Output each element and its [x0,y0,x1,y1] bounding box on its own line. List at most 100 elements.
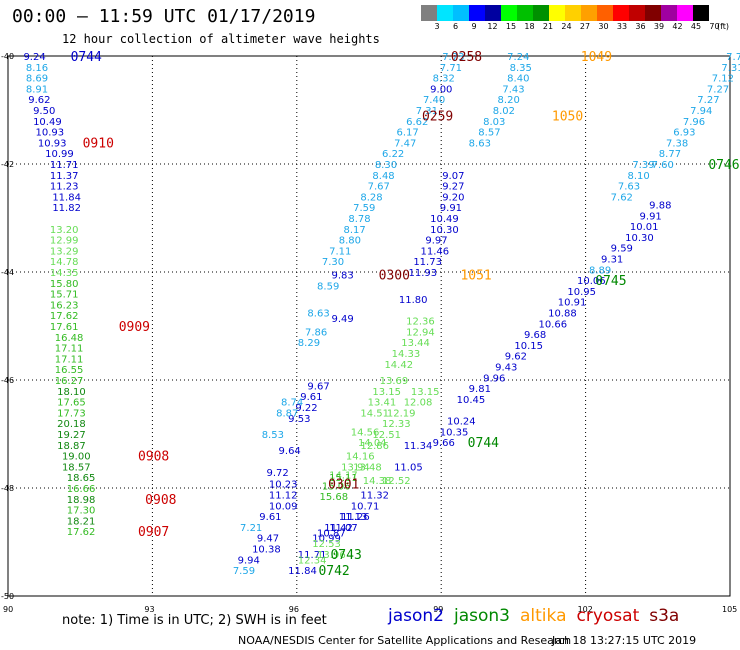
pass-time-label: 0908 [138,450,169,465]
satellite-key-s3a: s3a [649,606,680,626]
longitude-label: 90 [3,605,13,614]
swh-value: 13.29 [50,246,79,257]
legend-swatch [677,5,693,21]
swh-value: 7.63 [618,182,640,193]
swh-value: 18.10 [57,387,86,398]
swh-value: 10.66 [538,319,567,330]
swh-value: 7.31 [416,106,438,117]
legend-tick-label: 15 [505,22,517,31]
swh-value: 16.66 [67,484,96,495]
swh-value: 8.03 [483,117,505,128]
swh-value: 11.37 [50,171,79,182]
swh-value: 11.73 [413,257,442,268]
swh-value: 8.63 [307,309,329,320]
swh-value: 7.67 [368,182,390,193]
swh-value: 13.20 [50,225,79,236]
swh-value: 13.44 [401,338,430,349]
swh-value: 11.05 [394,462,423,473]
swh-value: 6.62 [406,117,428,128]
swh-value: 7.59 [353,203,375,214]
swh-value: 11.84 [52,192,81,203]
swh-value: 9.81 [469,384,491,395]
swh-value: 7.40 [423,95,445,106]
swh-value: 10.15 [514,341,543,352]
swh-value: 8.57 [478,128,500,139]
swh-value: 7.38 [666,138,688,149]
swh-value: 17.61 [50,322,79,333]
swh-value: 10.01 [630,222,659,233]
map-frame [7,55,731,597]
swh-value: 16.27 [55,376,84,387]
legend-swatch [565,5,581,21]
legend-swatch [597,5,613,21]
swh-value: 9.47 [257,534,279,545]
swh-value: 8.74 [281,398,303,409]
swh-value: 9.64 [279,446,301,457]
legend-swatch [645,5,661,21]
swh-value: 8.89 [589,265,611,276]
swh-value: 11.23 [50,182,79,193]
swh-value: 10.95 [567,287,596,298]
swh-value: 8.17 [344,225,366,236]
swh-value: 12.86 [360,441,389,452]
swh-value: 13.15 [411,387,440,398]
swh-value: 15.06 [322,481,351,492]
timestamp: Jan 18 13:27:15 UTC 2019 [552,634,697,647]
swh-value: 9.88 [649,201,671,212]
color-legend [421,5,709,21]
swh-value: 8.20 [498,95,520,106]
swh-value: 9.59 [611,244,633,255]
swh-value: 13.96 [317,550,346,561]
swh-value: 10.45 [457,395,486,406]
swh-value: 11.34 [404,441,433,452]
swh-value: 12.52 [382,476,411,487]
swh-value: 17.11 [55,354,84,365]
swh-value: 10.49 [430,214,459,225]
swh-value: 18.57 [62,462,91,473]
map-subtitle: 12 hour collection of altimeter wave hei… [62,32,380,46]
swh-value: 9.31 [601,255,623,266]
legend-tick-label: 30 [598,22,609,31]
swh-value: 16.23 [50,300,79,311]
legend-swatch [517,5,533,21]
swh-value: 8.32 [433,74,455,85]
swh-value: 11.71 [50,160,79,171]
swh-value: 7.47 [394,138,416,149]
swh-value: 9.20 [442,192,464,203]
swh-value: 13.48 [353,462,382,473]
longitude-label: 93 [144,605,154,614]
swh-value: 10.38 [252,544,281,555]
swh-value: 8.69 [26,74,48,85]
swh-value: 13.41 [368,398,397,409]
longitude-label: 99 [433,605,443,614]
swh-value: 8.48 [372,171,394,182]
swh-value: 7.39 [632,160,654,171]
swh-value: 11.12 [269,490,298,501]
swh-value: 8.77 [659,149,681,160]
latitude-label: -46 [1,376,14,385]
pass-time-label: 1050 [552,109,583,124]
legend-swatch [485,5,501,21]
swh-value: 11.46 [421,246,450,257]
map-title: 00:00 – 11:59 UTC 01/17/2019 [12,6,316,27]
swh-value: 6.93 [673,128,695,139]
pass-time-label: 0746 [708,158,739,173]
swh-value: 8.40 [507,74,529,85]
swh-value: 11.93 [409,268,438,279]
swh-value: 12.19 [387,408,416,419]
swh-value: 7.96 [683,117,705,128]
swh-value: 10.23 [269,480,298,491]
swh-value: 14.16 [346,452,375,463]
swh-value: 8.91 [26,84,48,95]
satellite-key-jason2: jason2 [388,606,444,626]
swh-value: 14.78 [50,257,79,268]
swh-value: 19.00 [62,452,91,463]
swh-value: 8.02 [493,106,515,117]
legend-tick-label: 36 [635,22,646,31]
swh-value: 8.28 [360,192,382,203]
swh-value: 7.73 [442,52,464,63]
pass-time-label: 0258 [451,50,482,65]
swh-value: 18.21 [67,516,96,527]
swh-value: 14.33 [392,349,421,360]
pass-time-labels: 0744 0910 0909 0908 0908 0907 0258 1049 0259 1050… [71,50,740,579]
